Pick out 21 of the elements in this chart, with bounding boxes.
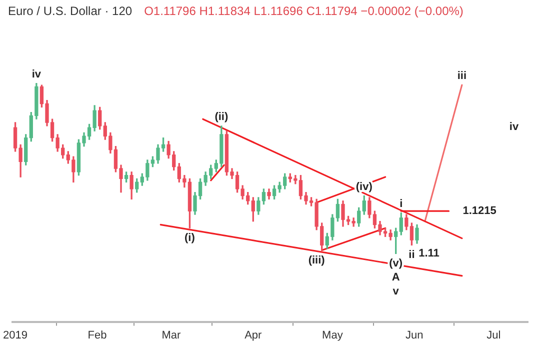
x-tick-label: Apr — [244, 329, 262, 342]
annotation: iv — [509, 120, 520, 133]
annotation: ii — [408, 249, 415, 262]
annotation: A — [392, 272, 400, 284]
annotation: iii — [457, 70, 467, 82]
annotation: 1.1215 — [462, 205, 496, 218]
annotation: (i) — [184, 232, 196, 244]
chart-title: Euro / U.S. Dollar · 120 — [8, 4, 132, 18]
chart-subtitle: O1.11796 H1.11834 L1.11696 C1.11794 −0.00002 (−0.00%) — [144, 4, 464, 18]
x-tick-label: Jun — [405, 329, 424, 342]
x-tick-label: Jul — [486, 329, 501, 342]
annotation: (ii) — [214, 110, 228, 123]
x-tick-label: Mar — [162, 329, 182, 342]
x-tick-label: Feb — [88, 329, 107, 342]
x-tick-label: 2019 — [3, 329, 28, 342]
x-tick-label: May — [322, 329, 344, 342]
annotation: v — [392, 286, 400, 298]
annotation: iv — [32, 68, 42, 80]
annotation: (iii) — [308, 254, 326, 266]
annotation: 1.11 — [418, 247, 440, 260]
annotation: i — [400, 198, 403, 210]
